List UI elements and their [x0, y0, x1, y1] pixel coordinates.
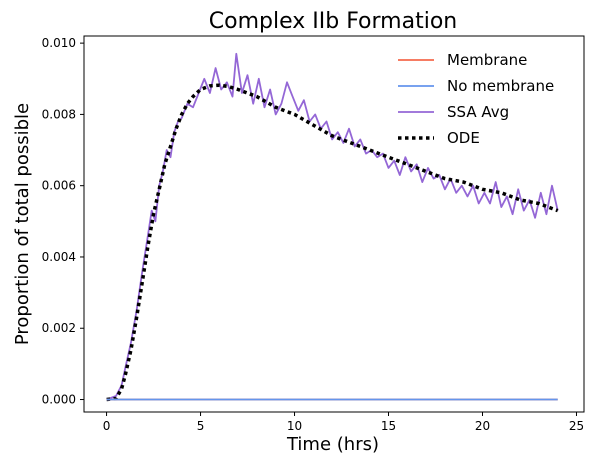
x-tick-label: 25 — [569, 419, 584, 433]
y-tick-label: 0.008 — [42, 107, 76, 121]
series-line-ssa-avg — [106, 52, 559, 401]
x-tick-label: 20 — [475, 419, 490, 433]
x-tick-label: 10 — [287, 419, 302, 433]
x-tick-label: 5 — [197, 419, 205, 433]
y-tick-label: 0.006 — [42, 179, 76, 193]
series-line-ode — [106, 83, 559, 402]
legend: Membrane No membrane SSA Avg ODE — [398, 51, 554, 147]
x-tick-label: 0 — [103, 419, 111, 433]
y-axis-label: Proportion of total possible — [12, 103, 33, 345]
x-axis: 0 5 10 15 20 25 — [103, 412, 584, 433]
legend-label: Membrane — [447, 51, 527, 69]
chart-title: Complex IIb Formation — [209, 9, 457, 34]
y-axis: 0.000 0.002 0.004 0.006 0.008 0.010 — [42, 36, 84, 407]
y-tick-label: 0.004 — [42, 250, 76, 264]
plot-frame — [83, 35, 585, 413]
legend-label: No membrane — [447, 77, 554, 95]
y-tick-label: 0.002 — [42, 321, 76, 335]
legend-label: SSA Avg — [447, 103, 509, 121]
plot-area — [106, 52, 559, 402]
x-tick-label: 15 — [381, 419, 396, 433]
y-tick-label: 0.010 — [42, 36, 76, 50]
legend-label: ODE — [447, 129, 480, 147]
x-axis-label: Time (hrs) — [286, 434, 379, 455]
y-tick-label: 0.000 — [42, 393, 76, 407]
